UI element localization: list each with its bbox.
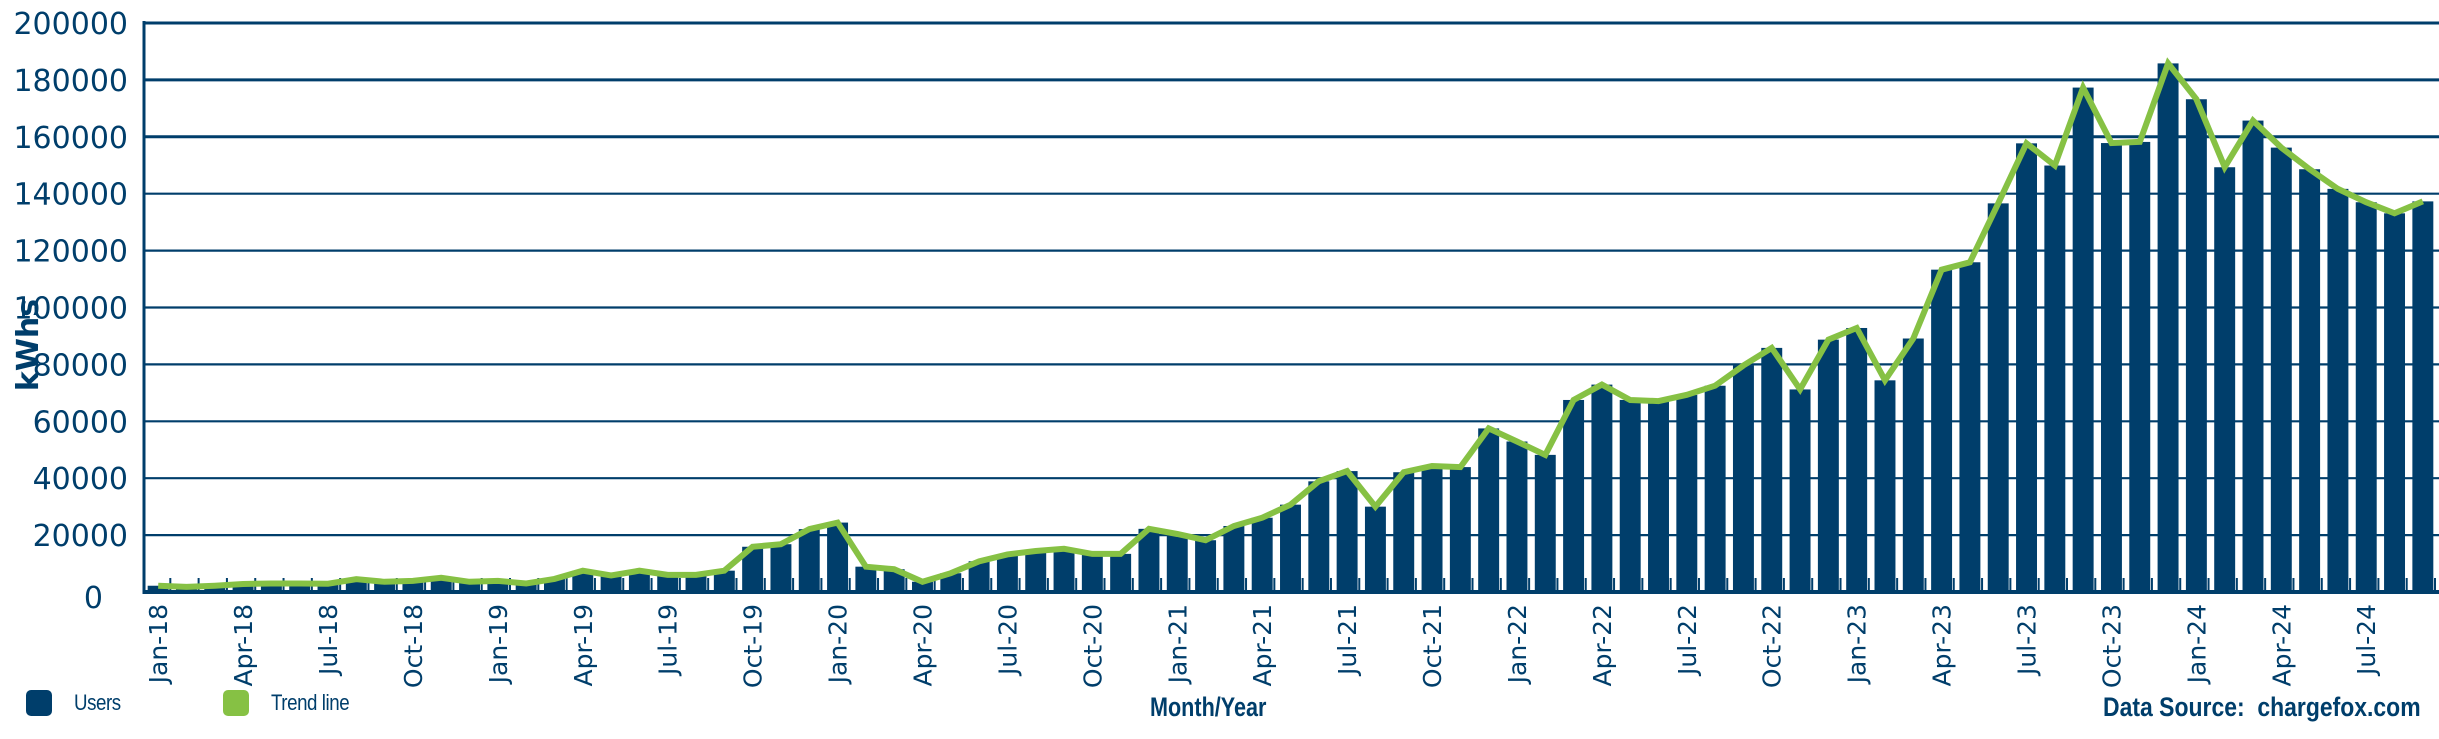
svg-text:Jul-24: Jul-24 [2352,604,2381,677]
svg-text:Oct-20: Oct-20 [1078,604,1107,688]
svg-text:Apr-22: Apr-22 [1588,604,1617,686]
svg-text:Jan-22: Jan-22 [1503,604,1532,685]
x-axis-tick-labels: Jan-18 Apr-18 Jul-18 Oct-18 Jan-19 Apr-19 Jul-… [144,604,2381,688]
svg-text:100000: 100000 [13,292,128,327]
svg-text:Jul-20: Jul-20 [993,604,1022,677]
trend-line [158,57,2424,590]
y-axis-title: kWhs [11,299,46,391]
svg-text:180000: 180000 [13,64,128,99]
svg-text:Apr-23: Apr-23 [1928,604,1957,686]
svg-text:Oct-21: Oct-21 [1418,604,1447,688]
svg-text:60000: 60000 [33,405,128,440]
trend-line-swatch-icon [222,690,249,716]
svg-text:Jul-23: Jul-23 [2013,604,2042,677]
svg-text:Apr-20: Apr-20 [908,604,937,686]
legend: Users Trend line [26,690,397,716]
svg-text:Jan-19: Jan-19 [484,604,513,685]
svg-text:Apr-24: Apr-24 [2267,604,2296,686]
svg-text:Oct-19: Oct-19 [739,604,768,688]
axes [142,21,2439,594]
svg-text:80000: 80000 [33,348,128,383]
svg-text:Jul-19: Jul-19 [654,604,683,677]
svg-text:20000: 20000 [33,519,128,554]
svg-text:160000: 160000 [13,121,128,156]
svg-text:200000: 200000 [13,7,128,42]
legend-label-users: Users [74,690,121,715]
data-source-note: Data Source: chargefox.com [2103,692,2421,722]
svg-text:Jan-21: Jan-21 [1163,604,1192,685]
svg-text:40000: 40000 [33,462,128,497]
svg-text:Oct-22: Oct-22 [1758,604,1787,688]
svg-text:Jul-18: Jul-18 [314,604,343,677]
svg-text:Apr-18: Apr-18 [229,604,258,686]
gridlines [144,21,2439,537]
svg-text:Jul-21: Jul-21 [1333,604,1362,677]
users-swatch-icon [26,690,52,716]
legend-label-trend-line: Trend line [270,690,350,715]
legend-item-users: Users [26,690,129,716]
svg-text:Apr-21: Apr-21 [1248,604,1277,686]
svg-text:Jan-23: Jan-23 [1843,604,1872,685]
y-axis-tick-labels: 0 20000 40000 60000 80000 100000 120000 140000 1… [13,7,128,616]
svg-text:Oct-23: Oct-23 [2097,604,2126,688]
svg-text:Jul-22: Jul-22 [1673,604,1702,677]
x-axis-title: Month/Year [1150,692,1267,722]
svg-text:Oct-18: Oct-18 [399,604,428,688]
legend-item-trend-line: Trend line [222,690,363,716]
svg-text:Jan-18: Jan-18 [144,604,173,685]
svg-text:Jan-24: Jan-24 [2182,604,2211,685]
svg-text:120000: 120000 [13,235,128,270]
svg-text:140000: 140000 [13,178,128,213]
users-bars [147,63,2434,593]
svg-text:Apr-19: Apr-19 [569,604,598,686]
svg-text:0: 0 [84,581,103,616]
svg-text:Jan-20: Jan-20 [824,604,853,685]
